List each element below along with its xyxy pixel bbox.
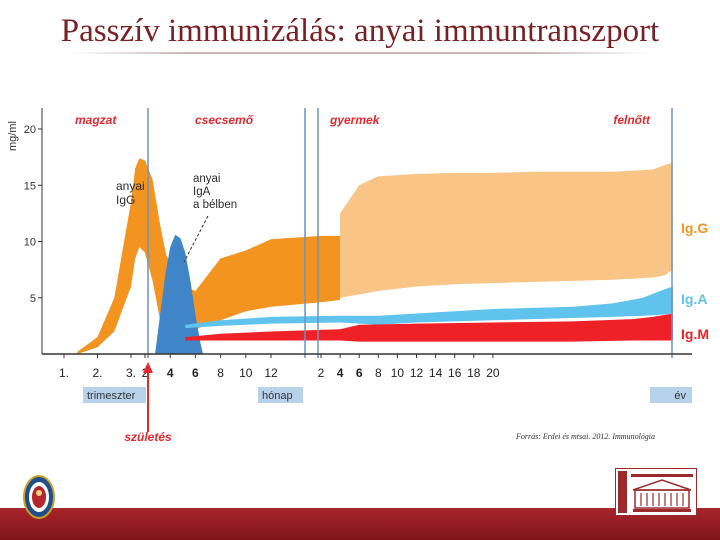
x-tick-label: 4	[167, 366, 174, 380]
x-tick-label: 12	[410, 366, 424, 380]
y-axis-label: mg/ml	[7, 121, 19, 151]
page-title: Passzív immunizálás: anyai immuntranszpo…	[60, 13, 660, 49]
series-label: Ig.G	[681, 220, 708, 236]
y-tick-label: 10	[24, 237, 36, 249]
chart-axes: 5101520mg/ml1.2.3.2468101224681012141618…	[7, 108, 692, 444]
x-tick-label: 6	[356, 366, 363, 380]
chart-labels: magzat csecsemő gyermek felnőttanyaiIgGanya…	[75, 113, 709, 342]
period-box-1	[83, 387, 146, 403]
y-tick-label: 15	[24, 180, 36, 192]
birth-label: születés	[124, 430, 172, 444]
x-tick-label: 3.	[126, 366, 136, 380]
x-tick-label: 10	[391, 366, 405, 380]
phase-label: felnőtt	[613, 113, 651, 127]
annotation-maternal-iga: IgA	[193, 186, 211, 198]
period-label: év	[674, 390, 686, 402]
x-tick-label: 6	[192, 366, 199, 380]
phase-label: csecsemő	[195, 113, 254, 127]
title-underline	[70, 52, 650, 54]
series-area-igm	[185, 313, 673, 342]
period-label: hónap	[262, 390, 293, 402]
x-tick-label: 14	[429, 366, 443, 380]
source-note: Forrás: Erdei és mtsai. 2012. Immunológi…	[516, 432, 656, 441]
annotation-pointer	[183, 215, 209, 263]
y-tick-label: 20	[24, 124, 36, 136]
phase-label: gyermek	[329, 113, 381, 127]
annotation-maternal-igg: IgG	[116, 193, 135, 207]
x-tick-label: 8	[217, 366, 224, 380]
x-tick-label: 18	[467, 366, 481, 380]
university-seal-icon	[23, 475, 55, 519]
annotation-maternal-igg: anyai	[116, 179, 145, 193]
university-logo-icon	[615, 468, 697, 516]
series-area-child-igg	[340, 162, 673, 298]
phase-label: magzat	[75, 113, 117, 127]
period-box-3	[650, 387, 692, 403]
x-tick-label: 8	[375, 366, 382, 380]
x-tick-label: 10	[239, 366, 253, 380]
footer-band	[0, 508, 720, 540]
annotation-maternal-iga: a bélben	[193, 199, 237, 211]
period-box-2	[258, 387, 303, 403]
x-tick-label: 2.	[92, 366, 102, 380]
series-label: Ig.M	[681, 326, 709, 342]
chart-areas	[77, 158, 673, 354]
annotation-maternal-iga: anyai	[193, 173, 221, 185]
x-tick-label: 4	[337, 366, 344, 380]
birth-arrow-head	[143, 362, 153, 373]
y-tick-label: 5	[30, 293, 36, 305]
series-area-infant-igg	[165, 235, 341, 343]
x-tick-label: 16	[448, 366, 462, 380]
x-tick-label: 20	[486, 366, 500, 380]
x-tick-label: 2	[318, 366, 325, 380]
x-tick-label: 1.	[59, 366, 69, 380]
x-tick-label: 12	[264, 366, 278, 380]
series-label: Ig.A	[681, 291, 707, 307]
period-label: trimeszter	[87, 390, 136, 402]
series-area-iga-blood	[185, 286, 673, 329]
